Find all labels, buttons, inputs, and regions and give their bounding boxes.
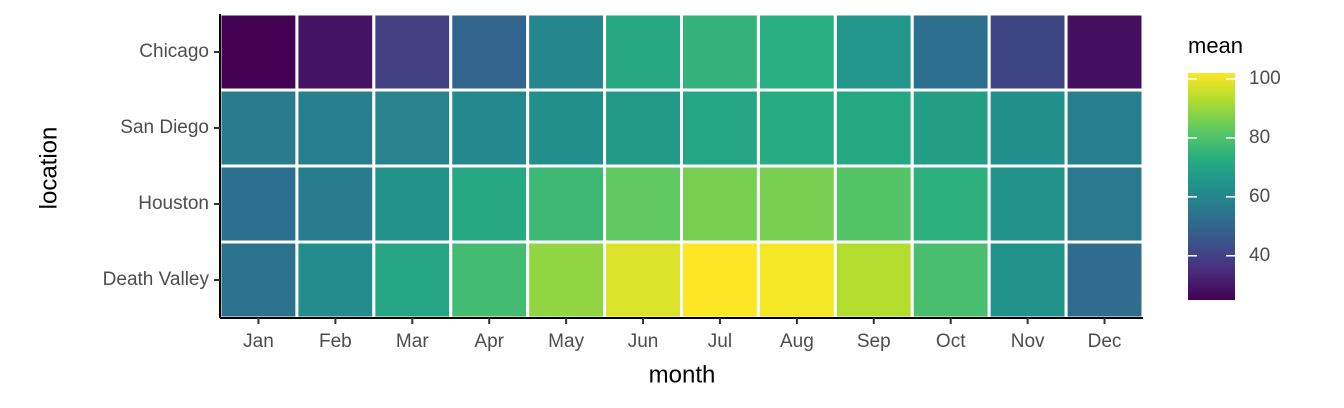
heatmap-cell [218,240,299,320]
x-tick-label: Mar [396,331,429,352]
x-tick-label: Feb [319,331,352,352]
heatmap-cell [756,12,837,92]
heatmap-cell [910,164,991,244]
heatmap-cell [987,88,1068,168]
y-tick-label: San Diego [120,117,209,138]
heatmap-cell [1064,12,1145,92]
x-tick-label: Jun [628,331,659,352]
heatmap-cell [449,88,530,168]
x-tick-label: Sep [857,331,891,352]
x-tick-label: Jul [708,331,732,352]
heatmap-cell [603,240,683,320]
heatmap-cell [603,12,683,92]
heatmap-cell [295,164,376,244]
colorbar-tick-label: 100 [1249,68,1281,89]
heatmap-cell [756,164,837,244]
heatmap-cell [449,240,530,320]
x-tick-label: Jan [243,331,274,352]
x-tick-label: Dec [1088,331,1122,352]
heatmap-cell [1064,240,1145,320]
heatmap-cell [603,164,683,244]
heatmap-cell [372,164,453,244]
y-tick-label: Chicago [139,41,209,62]
y-axis-title: location [35,127,62,210]
heatmap-cell [526,240,607,320]
heatmap-cell [680,88,760,168]
heatmap-cell [910,240,991,320]
heatmap-cell [449,164,530,244]
legend-title: mean [1188,33,1243,58]
x-axis-title: month [649,361,716,388]
heatmap-cell [218,12,299,92]
heatmap-cell [833,164,914,244]
heatmap-cell [603,88,683,168]
heatmap-cell [1064,164,1145,244]
heatmap-cell [218,88,299,168]
heatmap-cell [756,240,837,320]
heatmap-cell [987,12,1068,92]
x-tick-label: Aug [780,331,814,352]
heatmap-cell [295,88,376,168]
heatmap-cell [833,240,914,320]
y-tick-label: Houston [138,193,209,214]
colorbar-tick-label: 80 [1249,127,1270,148]
heatmap-cell [372,12,453,92]
heatmap-cell [680,240,760,320]
heatmap-cell [987,164,1068,244]
x-tick-label: Apr [474,331,504,352]
y-tick-label: Death Valley [103,269,210,290]
heatmap-cell [1064,88,1145,168]
x-tick-label: Oct [936,331,966,352]
heatmap-cell [449,12,530,92]
heatmap-cell [910,12,991,92]
heatmap-cell [218,164,299,244]
heatmap-cell [833,12,914,92]
heatmap-cell [295,240,376,320]
heatmap-cell [910,88,991,168]
heatmap-cell [987,240,1068,320]
heatmap-cell [526,88,607,168]
heatmap-cell [372,240,453,320]
heatmap-cell [756,88,837,168]
colorbar-tick-label: 60 [1249,186,1270,207]
heatmap-cell [526,164,607,244]
heatmap-cell [680,12,760,92]
heatmap-cell [526,12,607,92]
heatmap-cell [372,88,453,168]
x-tick-label: May [548,331,584,352]
heatmap-cell [833,88,914,168]
colorbar-tick-label: 40 [1249,245,1270,266]
colorbar [1188,73,1235,300]
x-tick-label: Nov [1011,331,1045,352]
heatmap-cell [680,164,760,244]
heatmap-cell [295,12,376,92]
